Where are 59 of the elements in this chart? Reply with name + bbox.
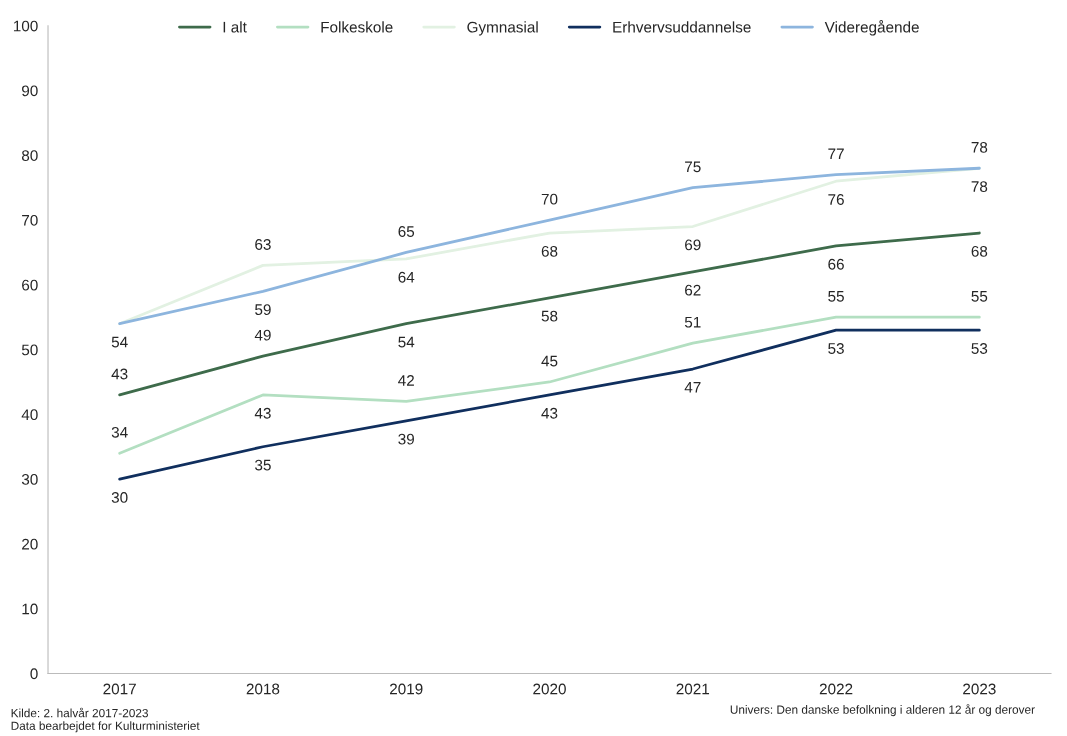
data-label: 49 [254, 329, 271, 341]
data-label: 66 [828, 258, 844, 270]
data-label: 47 [684, 382, 701, 393]
y-tick-label: 20 [22, 538, 38, 550]
y-tick-label: 60 [22, 279, 38, 291]
x-tick-label: 2018 [246, 683, 280, 695]
data-label: 43 [541, 407, 558, 419]
y-tick-label: 100 [13, 20, 38, 32]
legend-label: Gymnasial [467, 21, 538, 36]
data-label: 62 [685, 284, 701, 296]
data-label: 53 [971, 343, 988, 354]
y-tick-label: 30 [21, 474, 38, 485]
y-tick-label: 40 [21, 409, 38, 421]
legend-label: Folkeskole [321, 21, 393, 33]
data-label: 63 [255, 239, 271, 250]
legend-label: I alt [223, 21, 247, 33]
data-label: 55 [971, 291, 988, 302]
x-tick-label: 2023 [963, 683, 996, 695]
x-tick-label: 2021 [676, 683, 710, 695]
data-label: 39 [398, 433, 414, 445]
data-label: 42 [398, 375, 414, 386]
y-tick-label: 0 [30, 668, 38, 680]
data-label: 69 [685, 239, 701, 251]
data-label: 77 [828, 148, 844, 160]
data-label: 30 [111, 492, 128, 503]
x-tick-label: 2020 [533, 683, 566, 695]
data-label: 58 [541, 310, 558, 322]
legend-label: Erhvervsuddannelse [613, 21, 751, 33]
x-tick-label: 2019 [390, 683, 423, 695]
y-tick-label: 80 [21, 150, 38, 161]
data-label: 55 [828, 291, 844, 302]
data-label: 54 [111, 336, 128, 348]
data-label: 76 [828, 194, 844, 205]
data-label: 59 [255, 304, 271, 316]
data-label: 51 [684, 316, 701, 328]
y-tick-label: 90 [22, 85, 38, 97]
data-label: 34 [111, 426, 128, 438]
text: Kilde: 2. halvår 2017-2023 Data bearbejdet for Kulturministeriet [11, 707, 200, 733]
data-label: 53 [828, 343, 844, 354]
text: Univers: Den danske befolkning i alderen 12 år og derover [730, 704, 1035, 717]
data-label: 65 [398, 226, 415, 237]
data-label: 78 [971, 141, 988, 153]
data-label: 68 [541, 245, 558, 257]
y-tick-label: 10 [22, 603, 38, 615]
data-label: 43 [254, 407, 271, 419]
data-label: 78 [971, 181, 988, 192]
data-label: 35 [255, 459, 271, 471]
data-label: 68 [971, 245, 988, 257]
y-tick-label: 50 [21, 344, 38, 356]
data-label: 54 [398, 336, 415, 348]
data-label: 64 [398, 271, 415, 283]
data-label: 70 [541, 193, 558, 205]
x-tick-label: 2022 [819, 683, 853, 695]
data-label: 75 [685, 161, 701, 173]
data-label: 45 [541, 355, 558, 367]
y-tick-label: 70 [22, 214, 38, 226]
x-tick-label: 2017 [103, 683, 136, 695]
legend-label: Videregående [824, 20, 919, 36]
data-label: 43 [111, 368, 128, 380]
